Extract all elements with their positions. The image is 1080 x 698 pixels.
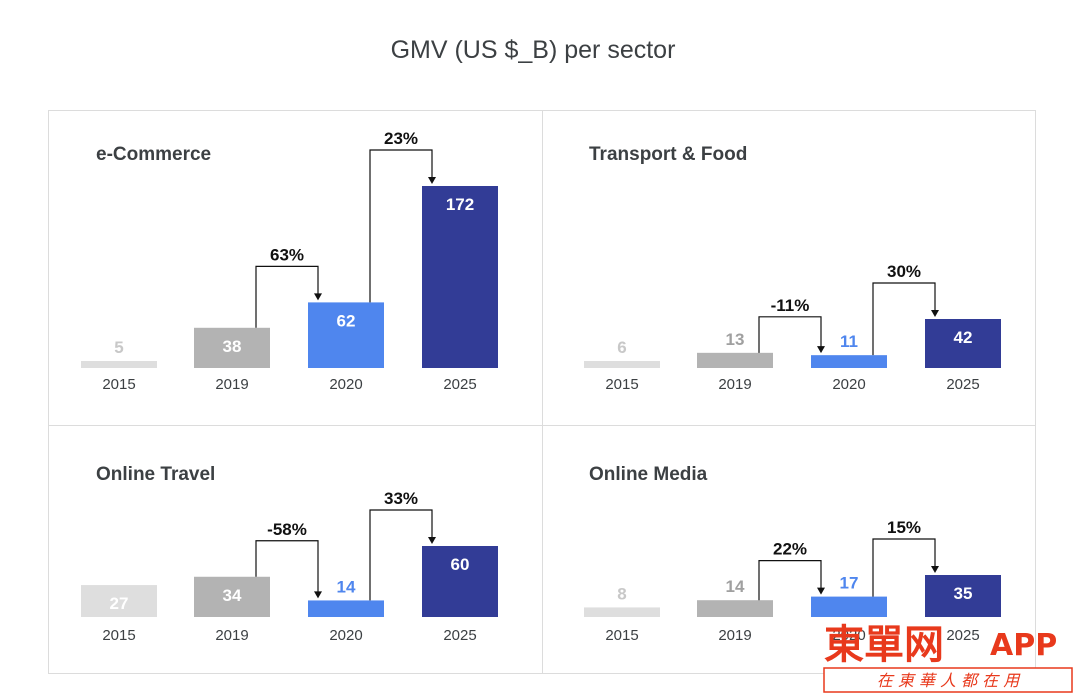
- year-label-2020: 2020: [832, 627, 865, 644]
- bar-2019: [194, 576, 270, 617]
- value-label-2025: 60: [451, 555, 470, 574]
- growth-arrowhead: [428, 537, 436, 544]
- growth-connector: [255, 265, 319, 328]
- bar-2015: [584, 361, 660, 368]
- year-label-2025: 2025: [443, 627, 476, 644]
- year-label-2019: 2019: [718, 627, 751, 644]
- growth-connector: [872, 282, 936, 356]
- growth-connector: [758, 316, 822, 353]
- value-label-2015: 27: [110, 594, 129, 613]
- year-label-2015: 2015: [102, 376, 135, 393]
- growth-arrowhead: [817, 346, 825, 354]
- growth-connector: [758, 560, 822, 601]
- chart-online-media: Online Media 8 2015 14 2019 17 2020 35 2025 22% 15…: [584, 464, 1001, 644]
- bar-2019: [697, 352, 773, 368]
- year-label-2019: 2019: [718, 376, 751, 393]
- value-label-2015: 5: [114, 338, 123, 357]
- panel-title: Online Media: [589, 464, 708, 485]
- growth-label: -11%: [771, 296, 810, 315]
- chart-online-travel: Online Travel 27 2015 34 2019 14 2020 60 2025 -58…: [81, 464, 498, 644]
- value-label-2020: 62: [337, 311, 356, 330]
- value-label-2025: 42: [954, 328, 973, 347]
- bar-2019: [697, 600, 773, 617]
- bar-2015: [81, 585, 157, 617]
- bar-2015: [81, 361, 157, 368]
- value-label-2025: 172: [446, 195, 474, 214]
- bar-2019: [194, 327, 270, 368]
- value-label-2020: 11: [840, 332, 858, 351]
- watermark-slogan: 在 東 華 人 都 在 用: [877, 671, 1022, 690]
- value-label-2015: 8: [617, 584, 626, 603]
- panel-divider-vertical: [542, 111, 543, 673]
- value-label-2019: 14: [726, 577, 745, 596]
- panel-divider-horizontal: [49, 425, 1035, 426]
- bar-2025: [925, 319, 1001, 368]
- bar-2015: [584, 607, 660, 617]
- growth-connector: [369, 149, 433, 303]
- growth-arrowhead: [931, 566, 939, 573]
- year-label-2019: 2019: [215, 376, 248, 393]
- bar-2025: [422, 186, 498, 368]
- year-label-2015: 2015: [605, 376, 638, 393]
- watermark-slogan-box: [823, 667, 1073, 693]
- growth-label: 33%: [384, 489, 418, 508]
- year-label-2020: 2020: [832, 376, 865, 393]
- growth-connector: [872, 538, 936, 597]
- panel-title: Online Travel: [96, 464, 215, 485]
- growth-label: 30%: [887, 262, 921, 281]
- growth-connector: [369, 509, 433, 601]
- bar-2020: [811, 596, 887, 617]
- bar-2020: [308, 302, 384, 368]
- value-label-2019: 34: [223, 586, 242, 605]
- growth-label: 15%: [887, 518, 921, 537]
- value-label-2019: 38: [223, 337, 242, 356]
- chart-ecommerce: e-Commerce 5 2015 38 2019 62 2020 172 2025 63% 23%: [81, 129, 498, 393]
- panel-title: Transport & Food: [589, 144, 747, 165]
- bar-2025: [925, 575, 1001, 617]
- year-label-2015: 2015: [102, 627, 135, 644]
- year-label-2019: 2019: [215, 627, 248, 644]
- growth-label: 22%: [773, 540, 807, 559]
- value-label-2020: 14: [337, 577, 356, 596]
- growth-connector: [255, 540, 319, 593]
- year-label-2020: 2020: [329, 376, 362, 393]
- watermark-brand: 東單网: [824, 622, 944, 668]
- value-label-2020: 17: [840, 574, 859, 593]
- growth-arrowhead: [428, 177, 436, 184]
- value-label-2019: 13: [726, 330, 745, 349]
- growth-label: 63%: [270, 245, 304, 264]
- year-label-2025: 2025: [443, 376, 476, 393]
- watermark-app: APP: [990, 628, 1057, 663]
- value-label-2025: 35: [954, 584, 973, 603]
- year-label-2025: 2025: [946, 627, 979, 644]
- growth-arrowhead: [314, 591, 322, 599]
- chart-grid: [48, 110, 1036, 674]
- bar-2025: [422, 546, 498, 617]
- year-label-2015: 2015: [605, 627, 638, 644]
- bar-2020: [308, 600, 384, 617]
- year-label-2025: 2025: [946, 376, 979, 393]
- growth-arrowhead: [817, 587, 825, 595]
- panel-title: e-Commerce: [96, 144, 211, 165]
- bar-2020: [811, 355, 887, 368]
- growth-arrowhead: [314, 293, 322, 301]
- growth-label: -58%: [267, 520, 307, 539]
- value-label-2015: 6: [617, 338, 626, 357]
- page-title: GMV (US $_B) per sector: [390, 36, 676, 64]
- growth-arrowhead: [931, 310, 939, 317]
- growth-label: 23%: [384, 129, 418, 148]
- chart-transport-food: Transport & Food 6 2015 13 2019 11 2020 42 2025 -…: [584, 144, 1001, 393]
- year-label-2020: 2020: [329, 627, 362, 644]
- watermark-logo: 東單网 APP 在 東 華 人 都 在 用: [823, 622, 1073, 693]
